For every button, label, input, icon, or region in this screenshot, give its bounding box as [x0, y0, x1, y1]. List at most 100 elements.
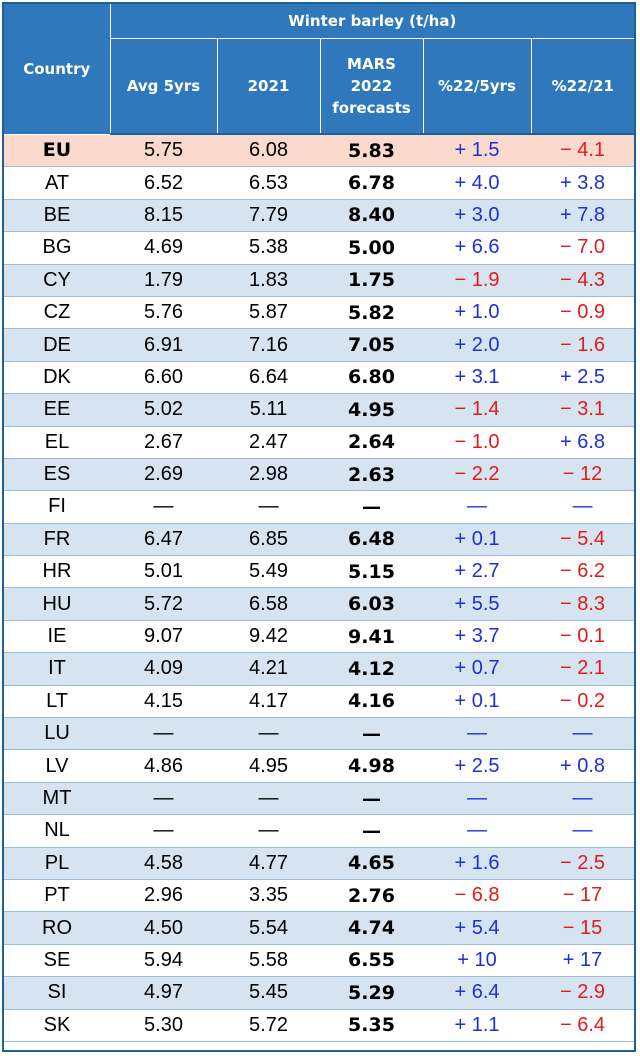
forecast-cell: 4.12 [320, 652, 423, 686]
country-cell: SI [4, 976, 110, 1010]
table-row: LU — — — — — [4, 717, 635, 750]
country-cell: LV [4, 749, 110, 783]
year-2021-cell: 7.16 [217, 328, 320, 362]
country-cell: IT [4, 652, 110, 686]
pct-vs-5yrs-cell: + 0.1 [423, 685, 531, 718]
pct-vs-2021-cell: + 6.8 [531, 426, 635, 459]
year-2021-cell: 3.35 [217, 879, 320, 912]
pct-vs-2021-cell: − 2.9 [531, 976, 635, 1010]
pct-vs-2021-cell: − 12 [531, 458, 635, 491]
country-cell: CZ [4, 296, 110, 329]
year-2021-cell: 5.45 [217, 976, 320, 1010]
pct-vs-2021-cell: + 17 [531, 944, 635, 977]
table-row: LV 4.86 4.95 4.98 + 2.5 + 0.8 [4, 749, 635, 783]
pct-vs-2021-cell: − 7.0 [531, 231, 635, 265]
pct-vs-5yrs-cell: + 3.0 [423, 199, 531, 232]
country-cell: HR [4, 555, 110, 588]
pct-vs-5yrs-cell: + 4.0 [423, 166, 531, 200]
table-row: SI 4.97 5.45 5.29 + 6.4− 2.9 [4, 976, 635, 1010]
country-cell: AT [4, 166, 110, 200]
pct-vs-5yrs-cell: — [423, 490, 531, 524]
pct-vs-5yrs-cell: + 0.1 [423, 523, 531, 556]
pct-vs-2021-cell: — [531, 717, 635, 750]
pct-vs-2021-cell: − 8.3 [531, 587, 635, 621]
pct-vs-2021-cell: − 6.4 [531, 1009, 635, 1042]
pct-vs-2021-cell: − 6.2 [531, 555, 635, 588]
forecast-cell: 5.00 [320, 231, 423, 265]
country-cell: CY [4, 264, 110, 297]
forecast-cell: 6.80 [320, 361, 423, 394]
forecast-cell: 2.63 [320, 458, 423, 491]
country-cell: DE [4, 328, 110, 362]
country-cell: SK [4, 1009, 110, 1042]
table-row: BE 8.15 7.79 8.40 + 3.0 + 7.8 [4, 199, 635, 232]
pct-vs-5yrs-cell: + 5.5 [423, 587, 531, 621]
pct-vs-2021-cell: + 2.5 [531, 361, 635, 394]
forecast-cell: 5.35 [320, 1009, 423, 1042]
table-row: SE 5.94 5.58 6.55 + 10 + 17 [4, 944, 635, 977]
table-row: IT 4.09 4.21 4.12 + 0.7− 2.1 [4, 652, 635, 686]
mars-header-line3: forecasts [332, 99, 411, 117]
year-2021-cell: 6.64 [217, 361, 320, 394]
forecast-cell: — [320, 814, 423, 848]
country-cell: FR [4, 523, 110, 556]
country-cell: IE [4, 620, 110, 653]
forecast-cell: — [320, 782, 423, 815]
year-2021-cell: — [217, 490, 320, 524]
avg-5yrs-cell: 6.52 [110, 166, 217, 200]
year-2021-cell: 5.72 [217, 1009, 320, 1042]
avg-5yrs-cell: 5.72 [110, 587, 217, 621]
pct-vs-5yrs-cell: + 2.0 [423, 328, 531, 362]
avg-5yrs-cell: 5.76 [110, 296, 217, 329]
pct-vs-2021-cell: − 2.5 [531, 847, 635, 880]
year-2021-cell: 2.98 [217, 458, 320, 491]
pct-vs-5yrs-cell: + 10 [423, 944, 531, 977]
year-2021-cell: 6.85 [217, 523, 320, 556]
table-row: NL — — — — — [4, 814, 635, 848]
pct-vs-2021-cell: − 17 [531, 879, 635, 912]
table-row: DK 6.60 6.64 6.80 + 3.1 + 2.5 [4, 361, 635, 394]
table-row: HR 5.01 5.49 5.15 + 2.7− 6.2 [4, 555, 635, 588]
pct-vs-2021-cell: + 3.8 [531, 166, 635, 200]
forecast-cell: 6.78 [320, 166, 423, 200]
table-row: PT 2.96 3.35 2.76− 6.8− 17 [4, 879, 635, 912]
year-2021-cell: — [217, 814, 320, 848]
forecast-cell: 6.55 [320, 944, 423, 977]
year-2021-cell: 6.53 [217, 166, 320, 200]
pct-vs-5yrs-cell: — [423, 717, 531, 750]
forecast-cell: 2.76 [320, 879, 423, 912]
mars-header-line1: MARS [347, 55, 396, 73]
pct-vs-5yrs-cell: + 1.1 [423, 1009, 531, 1042]
table-row: EU 5.75 6.08 5.83 + 1.5− 4.1 [4, 134, 635, 167]
year-2021-cell: 6.08 [217, 134, 320, 167]
pct-vs-5yrs-cell: + 1.5 [423, 134, 531, 167]
avg-5yrs-cell: 8.15 [110, 199, 217, 232]
forecast-cell: 4.16 [320, 685, 423, 718]
year-2021-cell: 4.77 [217, 847, 320, 880]
table-row: AT 6.52 6.53 6.78 + 4.0 + 3.8 [4, 166, 635, 200]
country-cell: PL [4, 847, 110, 880]
pct-vs-2021-cell: − 4.1 [531, 134, 635, 167]
table-row: CZ 5.76 5.87 5.82 + 1.0− 0.9 [4, 296, 635, 329]
table-row: FR 6.47 6.85 6.48 + 0.1− 5.4 [4, 523, 635, 556]
pct-vs-5yrs-cell: + 0.7 [423, 652, 531, 686]
forecast-cell: 7.05 [320, 328, 423, 362]
year-2021-cell: 4.21 [217, 652, 320, 686]
pct-vs-2021-cell: − 0.9 [531, 296, 635, 329]
pct-vs-2021-column-header: %22/21 [531, 38, 635, 135]
year-2021-cell: 5.11 [217, 393, 320, 427]
country-cell: EL [4, 426, 110, 459]
country-cell: LU [4, 717, 110, 750]
country-cell: SE [4, 944, 110, 977]
pct-vs-5yrs-cell: + 3.1 [423, 361, 531, 394]
year-2021-cell: 5.58 [217, 944, 320, 977]
pct-vs-2021-cell: − 1.6 [531, 328, 635, 362]
country-cell: EU [4, 134, 110, 167]
avg-5yrs-cell: — [110, 490, 217, 524]
country-cell: LT [4, 685, 110, 718]
forecast-cell: 6.03 [320, 587, 423, 621]
year-2021-cell: — [217, 782, 320, 815]
forecast-cell: 4.98 [320, 749, 423, 783]
table-body: EU 5.75 6.08 5.83 + 1.5− 4.1 AT 6.52 6.53 6.78 + … [4, 134, 635, 1042]
